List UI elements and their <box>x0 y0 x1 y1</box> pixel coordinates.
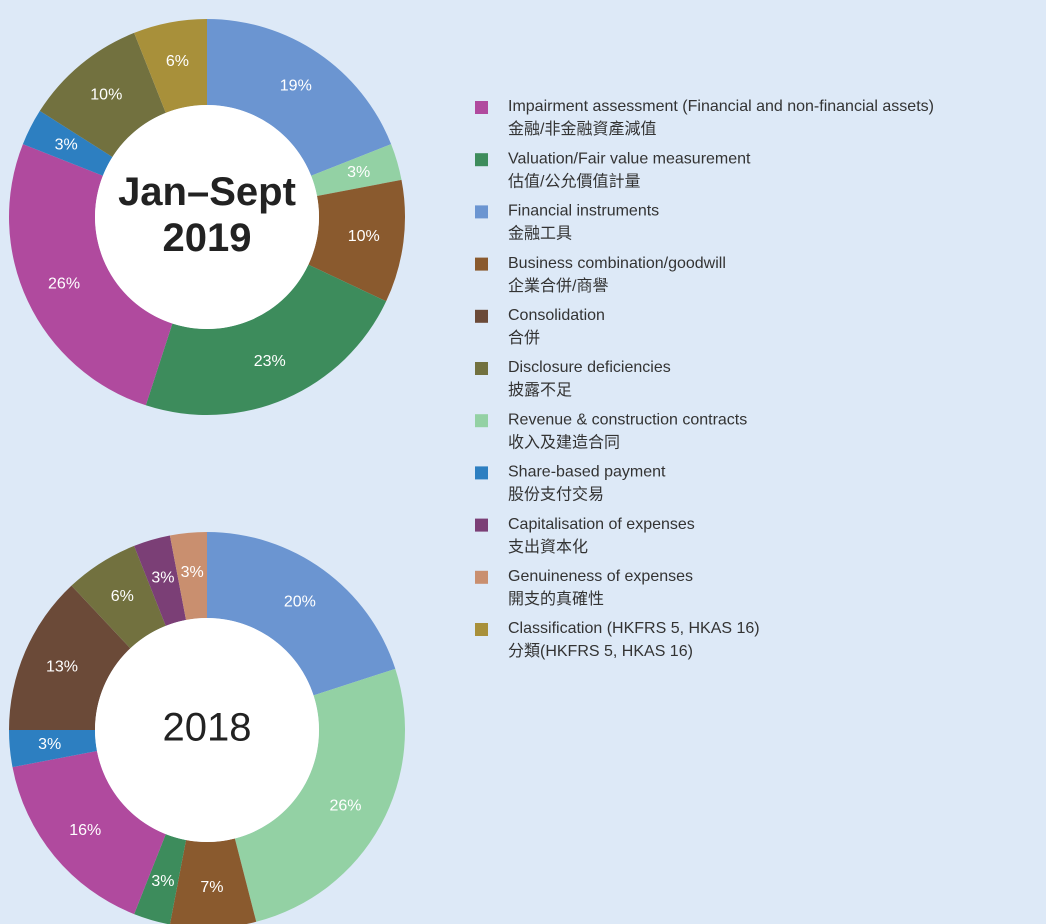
slice <box>169 532 207 620</box>
slice-label: 16% <box>69 822 101 839</box>
legend-label-zh: 股份支付交易 <box>508 486 604 504</box>
legend-label: Share-based payment <box>508 464 666 481</box>
slice-label: 19% <box>280 78 312 95</box>
legend-swatch <box>475 257 488 271</box>
legend-label-zh: 披露不足 <box>508 381 572 399</box>
legend-label-zh: 開支的真確性 <box>508 590 604 608</box>
legend-label: Classification (HKFRS 5, HKAS 16) <box>508 620 760 637</box>
legend-label: Genuineness of expenses <box>508 568 693 585</box>
slice-label: 3% <box>347 164 370 181</box>
legend-swatch <box>475 101 488 114</box>
legend-label-zh: 分類(HKFRS 5, HKAS 16) <box>508 642 693 660</box>
slice <box>145 264 387 416</box>
legend-swatch <box>475 623 488 636</box>
legend-swatch <box>475 362 488 375</box>
slice-label: 3% <box>38 736 61 753</box>
slice <box>134 834 187 924</box>
slice-label: 10% <box>348 228 380 245</box>
legend-swatch <box>475 153 488 167</box>
slice <box>9 585 131 730</box>
legend-label-zh: 收入及建造合同 <box>508 433 620 451</box>
slice <box>207 532 396 696</box>
slice <box>12 750 166 915</box>
slice-label: 23% <box>254 353 286 370</box>
slice-label: 6% <box>166 53 189 70</box>
legend-swatch <box>475 309 488 323</box>
slice <box>9 144 173 406</box>
slice <box>311 144 402 197</box>
legend-label: Capitalisation of expenses <box>508 516 695 533</box>
slice <box>9 730 97 768</box>
slice <box>207 19 392 176</box>
legend-label-zh: 支出資本化 <box>508 538 588 556</box>
legend-label: Disclosure deficiencies <box>508 359 671 376</box>
legend-label-zh: 企業合併/商譽 <box>508 277 608 295</box>
slice-label: 3% <box>151 569 174 586</box>
legend-label-zh: 金融/非金融資產減值 <box>508 120 656 138</box>
legend-label: Valuation/Fair value measurement <box>508 150 751 167</box>
center-disc <box>95 105 319 329</box>
slice <box>169 838 257 924</box>
slice-label: 3% <box>181 564 204 581</box>
slice-label: 6% <box>111 588 134 605</box>
slice <box>71 545 166 649</box>
legend-label: Impairment assessment (Financial and non… <box>508 98 934 115</box>
slice-label: 26% <box>329 797 361 814</box>
slice <box>22 110 113 176</box>
legend-swatch <box>475 466 488 480</box>
legend-label: Business combination/goodwill <box>508 255 726 272</box>
legend-swatch <box>475 518 488 532</box>
slice <box>39 32 166 157</box>
slice-label: 10% <box>90 86 122 103</box>
legend-swatch <box>475 205 488 219</box>
legend-label: Revenue & construction contracts <box>508 411 747 428</box>
legend-swatch <box>475 414 488 428</box>
center-disc <box>95 618 319 842</box>
slice-label: 20% <box>284 593 316 610</box>
slice-label: 3% <box>55 136 78 153</box>
legend-label-zh: 金融工具 <box>508 225 572 243</box>
chart-title: 2018 <box>163 706 252 750</box>
slice <box>308 179 405 302</box>
legend-swatch <box>475 570 488 584</box>
slice <box>234 668 405 922</box>
slice-label: 3% <box>151 873 174 890</box>
legend-label: Financial instruments <box>508 203 659 220</box>
slice-label: 13% <box>46 658 78 675</box>
legend-label-zh: 估值/公允價值計量 <box>508 172 640 190</box>
chart-title: Jan–Sept 2019 <box>118 170 296 260</box>
slice <box>134 19 207 113</box>
legend-label-zh: 合併 <box>508 329 540 347</box>
slice-label: 26% <box>48 275 80 292</box>
slice <box>134 535 187 626</box>
slice-label: 7% <box>200 879 223 896</box>
legend-label: Consolidation <box>508 307 605 324</box>
